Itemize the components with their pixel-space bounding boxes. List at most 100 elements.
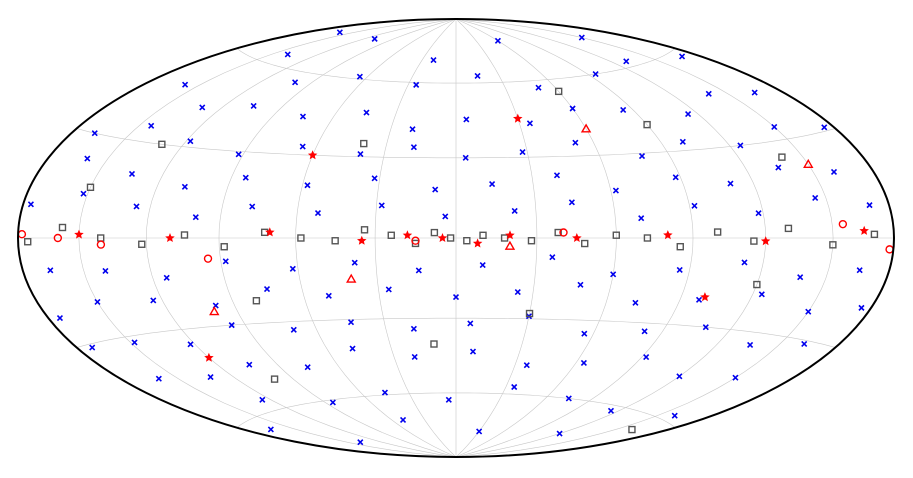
series-triangle: [209, 123, 814, 316]
star-marker: [513, 113, 523, 123]
x-marker: [705, 90, 712, 97]
x-marker: [235, 151, 242, 158]
x-marker: [638, 215, 645, 222]
square-marker: [446, 234, 455, 242]
x-marker: [641, 328, 648, 335]
x-marker: [452, 294, 460, 301]
x-marker: [577, 281, 584, 288]
x-marker: [242, 174, 249, 181]
triangle-marker: [346, 273, 357, 283]
triangle-marker: [209, 306, 220, 316]
x-marker: [351, 259, 358, 266]
x-marker: [432, 186, 439, 193]
x-marker: [671, 412, 678, 419]
x-marker: [565, 395, 572, 402]
x-marker: [553, 172, 561, 179]
x-marker: [102, 267, 109, 274]
square-marker: [180, 231, 189, 239]
star-marker: [307, 150, 318, 160]
x-marker: [131, 339, 138, 346]
x-marker: [246, 361, 253, 368]
square-marker: [676, 242, 684, 251]
x-marker: [620, 106, 627, 113]
x-marker: [47, 267, 54, 274]
circle-marker: [53, 233, 63, 243]
graticule: [18, 18, 894, 458]
x-marker: [775, 164, 782, 171]
square-marker: [260, 228, 269, 237]
x-marker: [290, 326, 297, 333]
circle-marker: [838, 219, 848, 229]
x-marker: [476, 428, 483, 435]
square-marker: [331, 237, 339, 245]
x-marker: [385, 286, 392, 293]
x-marker: [514, 289, 521, 296]
x-marker: [463, 116, 470, 123]
square-marker: [86, 183, 95, 192]
x-marker: [489, 181, 496, 188]
triangle-marker: [504, 240, 516, 250]
square-marker: [270, 375, 279, 383]
star-marker: [74, 229, 84, 239]
triangle-marker: [803, 158, 814, 169]
x-marker: [411, 353, 418, 360]
x-marker: [830, 168, 838, 175]
square-marker: [554, 228, 562, 237]
x-marker: [462, 154, 469, 161]
x-marker: [511, 207, 518, 214]
x-marker: [371, 175, 378, 182]
square-marker: [58, 223, 67, 232]
circle-marker: [559, 228, 568, 237]
x-marker: [523, 362, 530, 369]
x-marker: [284, 51, 291, 58]
x-marker: [758, 291, 765, 298]
x-marker: [569, 105, 576, 112]
x-marker: [572, 139, 579, 146]
x-marker: [299, 113, 307, 120]
square-marker: [753, 280, 761, 289]
circle-marker: [885, 245, 894, 254]
series-x: [27, 29, 873, 446]
x-marker: [148, 122, 155, 129]
x-marker: [771, 123, 778, 130]
square-marker: [220, 243, 228, 251]
x-marker: [494, 37, 501, 44]
x-marker: [812, 194, 819, 202]
square-marker: [829, 241, 837, 249]
x-marker: [336, 29, 343, 36]
square-marker: [24, 238, 32, 246]
x-marker: [511, 383, 518, 391]
x-marker: [474, 72, 481, 80]
x-marker: [612, 187, 619, 194]
star-marker: [165, 233, 175, 242]
x-marker: [356, 73, 363, 80]
x-marker: [128, 170, 136, 178]
x-marker: [182, 81, 189, 88]
parallel: [76, 128, 836, 159]
x-marker: [858, 304, 865, 311]
x-marker: [442, 213, 449, 220]
x-marker: [329, 399, 336, 406]
series-star: [74, 113, 869, 362]
x-marker: [199, 104, 206, 111]
star-marker: [265, 227, 275, 237]
circle-marker: [411, 236, 420, 245]
square-marker: [643, 120, 651, 129]
x-marker: [732, 374, 739, 381]
series-circle: [17, 219, 894, 263]
x-marker: [80, 190, 87, 197]
x-marker: [250, 102, 257, 109]
square-marker: [628, 425, 636, 434]
x-marker: [299, 143, 306, 150]
x-marker: [805, 308, 812, 315]
x-marker: [856, 267, 863, 274]
square-marker: [138, 240, 146, 248]
star-marker: [437, 233, 448, 242]
star-marker: [472, 238, 483, 248]
series-square: [24, 87, 879, 434]
x-marker: [263, 285, 271, 293]
x-marker: [607, 407, 615, 414]
x-marker: [381, 389, 389, 396]
x-marker: [678, 53, 686, 60]
